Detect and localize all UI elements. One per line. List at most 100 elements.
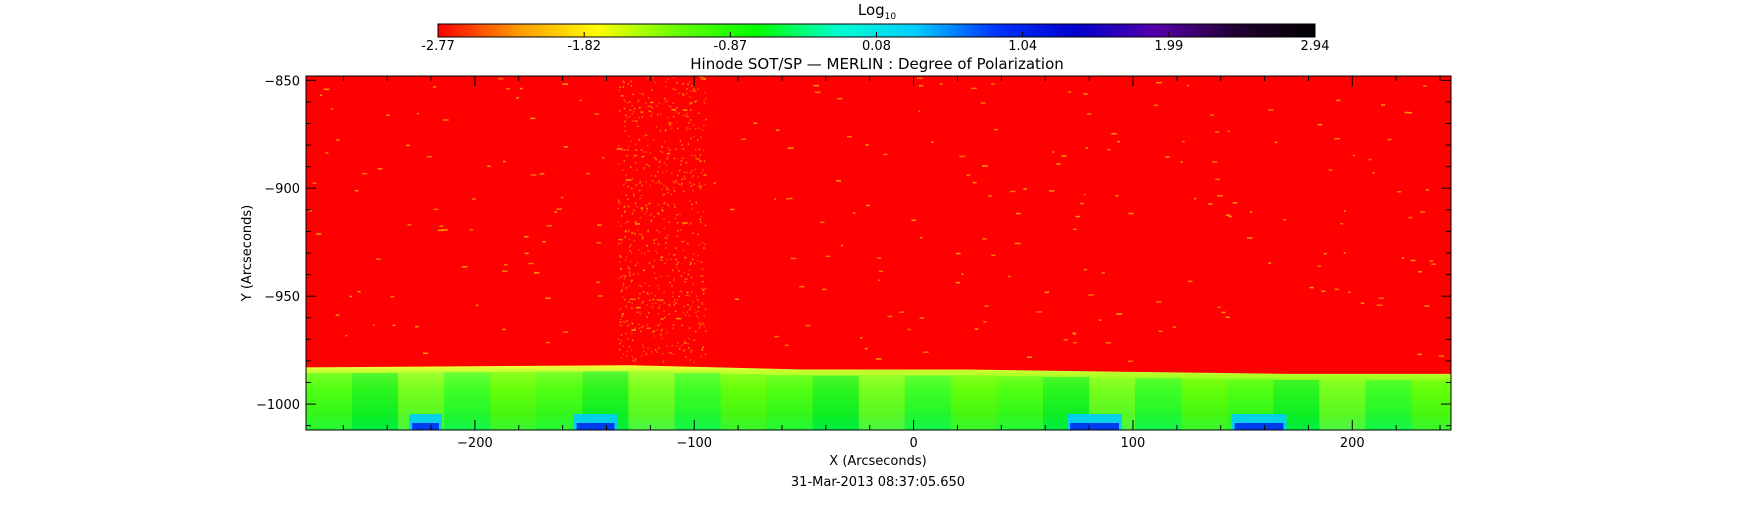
speckle bbox=[666, 100, 668, 102]
speckle bbox=[627, 230, 630, 233]
speckle bbox=[634, 120, 636, 122]
speckle bbox=[625, 230, 627, 232]
speckle bbox=[991, 83, 995, 85]
speckle bbox=[674, 217, 676, 220]
speckle bbox=[415, 325, 419, 328]
speckle bbox=[676, 317, 682, 320]
speckle bbox=[646, 327, 651, 329]
speckle bbox=[386, 114, 390, 116]
speckle bbox=[632, 110, 635, 113]
colorbar-tick-label: 1.99 bbox=[1154, 39, 1183, 54]
speckle bbox=[620, 339, 622, 342]
speckle bbox=[626, 320, 628, 322]
speckle bbox=[631, 279, 633, 282]
speckle bbox=[649, 261, 651, 264]
scan-band bbox=[812, 375, 859, 430]
speckle bbox=[1336, 99, 1341, 102]
speckle bbox=[629, 268, 631, 270]
speckle bbox=[1115, 195, 1119, 197]
speckle bbox=[1182, 140, 1185, 143]
speckle bbox=[633, 209, 636, 212]
speckle bbox=[617, 207, 619, 210]
speckle bbox=[1217, 195, 1223, 197]
speckle bbox=[687, 143, 690, 145]
speckle bbox=[666, 188, 668, 191]
speckle bbox=[677, 261, 679, 264]
speckle bbox=[652, 265, 654, 268]
speckle bbox=[637, 100, 639, 103]
speckle bbox=[681, 83, 684, 86]
speckle bbox=[882, 153, 888, 156]
speckle bbox=[1072, 332, 1076, 334]
speckle bbox=[663, 184, 665, 187]
speckle bbox=[638, 139, 640, 142]
speckle bbox=[685, 356, 687, 358]
speckle bbox=[1225, 316, 1230, 319]
speckle bbox=[676, 235, 679, 238]
y-axis: −850 −900 −950 −1000 bbox=[256, 74, 1451, 427]
speckle bbox=[790, 197, 793, 200]
speckle bbox=[690, 102, 693, 104]
speckle bbox=[682, 249, 685, 252]
speckle bbox=[670, 106, 672, 108]
speckle bbox=[634, 161, 637, 164]
speckle bbox=[635, 184, 638, 186]
speckle bbox=[682, 82, 685, 85]
speckle bbox=[681, 324, 684, 327]
speckle bbox=[1209, 114, 1215, 116]
speckle bbox=[642, 155, 645, 157]
speckle bbox=[641, 236, 644, 238]
speckle bbox=[1027, 356, 1033, 358]
speckle bbox=[657, 313, 660, 315]
speckle bbox=[620, 149, 623, 151]
speckle bbox=[690, 85, 693, 87]
speckle bbox=[646, 207, 648, 210]
speckle bbox=[672, 353, 675, 355]
speckle bbox=[665, 81, 667, 83]
speckle bbox=[639, 182, 641, 184]
speckle bbox=[685, 314, 687, 316]
speckle bbox=[650, 219, 653, 221]
speckle bbox=[672, 301, 675, 304]
speckle bbox=[685, 171, 688, 174]
speckle bbox=[864, 347, 868, 350]
speckle bbox=[667, 275, 669, 277]
speckle bbox=[624, 222, 627, 224]
speckle bbox=[663, 202, 665, 205]
speckle bbox=[649, 202, 651, 205]
speckle bbox=[692, 258, 694, 261]
speckle bbox=[635, 169, 638, 171]
speckle bbox=[545, 341, 551, 344]
speckle bbox=[984, 305, 989, 307]
speckle bbox=[704, 243, 706, 246]
speckle bbox=[345, 334, 348, 337]
speckle bbox=[668, 221, 670, 223]
speckle bbox=[1083, 93, 1088, 95]
speckle bbox=[684, 281, 686, 283]
speckle bbox=[654, 295, 656, 297]
speckle bbox=[1073, 333, 1077, 335]
speckle bbox=[955, 281, 961, 284]
speckle bbox=[679, 163, 682, 166]
speckle bbox=[634, 143, 637, 146]
speckle bbox=[681, 344, 683, 347]
speckle bbox=[647, 106, 650, 108]
speckle bbox=[688, 121, 690, 124]
speckle bbox=[671, 109, 676, 111]
speckle bbox=[676, 214, 678, 216]
speckle bbox=[688, 327, 691, 329]
speckle bbox=[805, 324, 811, 327]
speckle bbox=[702, 346, 705, 348]
speckle bbox=[628, 272, 631, 274]
speckle bbox=[628, 346, 631, 348]
speckle bbox=[659, 333, 662, 336]
speckle bbox=[703, 124, 705, 127]
speckle bbox=[1397, 191, 1402, 193]
speckle bbox=[668, 188, 670, 191]
scan-band bbox=[950, 375, 997, 430]
speckle bbox=[666, 116, 669, 119]
speckle bbox=[656, 329, 659, 331]
speckle bbox=[657, 324, 659, 327]
speckle bbox=[690, 119, 692, 121]
speckle bbox=[1215, 131, 1220, 133]
